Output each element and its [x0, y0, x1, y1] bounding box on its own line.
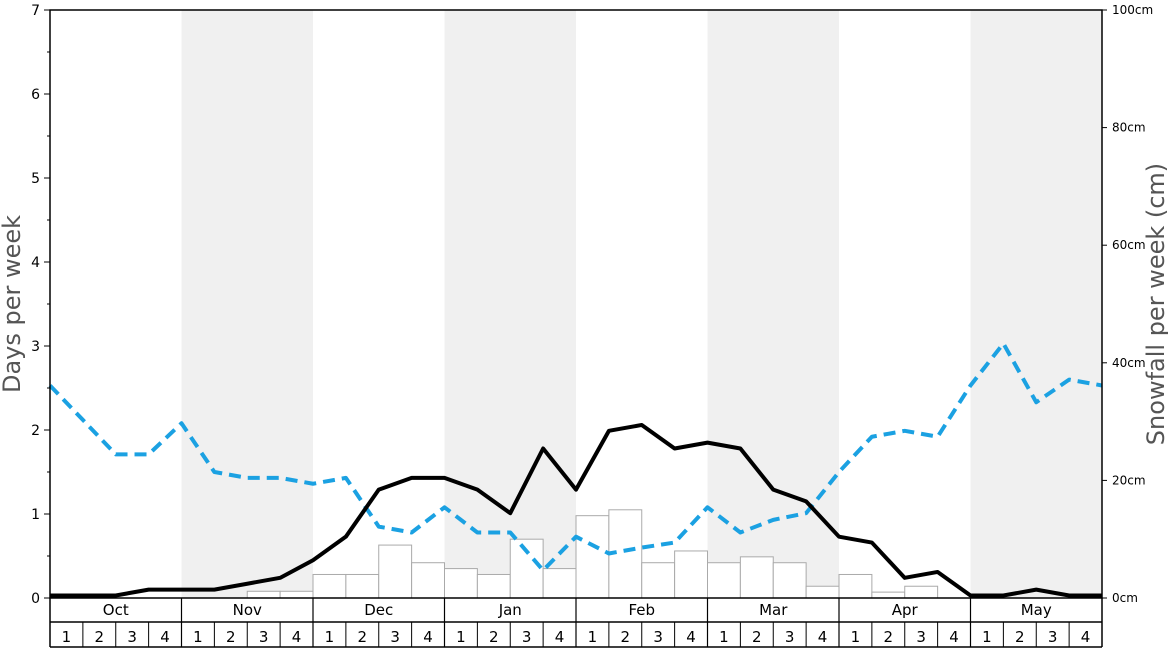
right-tick-label: 40cm: [1112, 356, 1146, 370]
week-label: 1: [719, 628, 729, 646]
week-label: 2: [884, 628, 894, 646]
snowfall-bar: [641, 562, 676, 599]
week-label: 1: [851, 628, 861, 646]
right-tick-label: 0cm: [1112, 591, 1138, 605]
right-axis: 0cm 20cm 40cm 60cm 80cm 100cm: [1102, 3, 1153, 605]
week-label: 4: [949, 628, 959, 646]
week-label: 4: [292, 628, 302, 646]
left-tick-label: 2: [31, 423, 40, 439]
snowfall-bar: [739, 556, 774, 599]
week-label: 2: [752, 628, 762, 646]
month-axis: Oct 1 2 3 4 Nov 1 2 3 4 Dec 1 2 3 4 Jan 1 2 3 4 Feb 1 2 3 4 Mar 1 2…: [49, 598, 1103, 648]
snowfall-bar: [904, 585, 939, 599]
month-shade-nov: [181, 10, 313, 598]
snowfall-bar: [674, 550, 708, 599]
solid-series-line: [50, 422, 1102, 598]
week-label: 3: [127, 628, 137, 646]
snowfall-bar: [345, 573, 380, 599]
snowfall-bar: [312, 573, 347, 599]
week-label: 3: [785, 628, 795, 646]
left-tick-label: 6: [31, 87, 40, 103]
snowfall-bar: [805, 585, 840, 599]
week-label: 2: [489, 628, 499, 646]
week-label: 3: [1048, 628, 1058, 646]
week-label: 2: [1015, 628, 1025, 646]
month-label: Dec: [364, 601, 393, 619]
left-axis: 0 1 2 3 4 5 6 7: [31, 3, 50, 607]
left-tick-label: 1: [31, 507, 40, 523]
week-label: 4: [1081, 628, 1091, 646]
snowfall-bar: [575, 515, 610, 599]
week-label: 4: [555, 628, 565, 646]
week-label: 4: [818, 628, 828, 646]
dashed-series-line: [48, 341, 1103, 573]
month-label: Mar: [759, 601, 788, 619]
snowfall-bars: [246, 509, 939, 599]
month-label: Nov: [233, 601, 262, 619]
snowfall-bar: [509, 538, 544, 599]
left-tick-label: 4: [31, 255, 40, 271]
left-tick-label: 7: [31, 3, 40, 19]
month-shade-may: [970, 10, 1102, 598]
snowfall-bar: [871, 591, 906, 599]
week-label: 3: [522, 628, 532, 646]
week-label: 1: [62, 628, 72, 646]
week-label: 4: [423, 628, 433, 646]
snowfall-bar: [838, 573, 873, 599]
month-shading: [181, 10, 1102, 598]
week-label: 2: [95, 628, 105, 646]
week-label: 2: [621, 628, 631, 646]
week-label: 1: [325, 628, 335, 646]
week-label: 2: [358, 628, 368, 646]
week-label: 3: [916, 628, 926, 646]
week-label: 1: [588, 628, 598, 646]
snowfall-bar: [444, 568, 478, 599]
month-label: Feb: [628, 601, 655, 619]
left-axis-label: Days per week: [0, 215, 26, 393]
right-tick-label: 20cm: [1112, 473, 1146, 487]
week-label: 3: [653, 628, 663, 646]
week-label: 1: [456, 628, 466, 646]
week-label: 2: [226, 628, 236, 646]
snowfall-bar: [542, 568, 577, 599]
month-shade-mar: [707, 10, 839, 598]
left-tick-label: 0: [31, 591, 40, 607]
snowfall-bar: [378, 544, 413, 599]
right-tick-label: 80cm: [1112, 121, 1146, 135]
right-axis-label: Snowfall per week (cm): [1142, 163, 1168, 445]
month-shade-jan: [444, 10, 576, 598]
month-label: Jan: [498, 601, 522, 619]
left-tick-label: 3: [31, 339, 40, 355]
week-label: 1: [982, 628, 992, 646]
snowfall-bar: [246, 590, 281, 599]
month-label: May: [1021, 601, 1052, 619]
right-tick-label: 60cm: [1112, 238, 1146, 252]
snowfall-bar: [411, 562, 445, 599]
week-label: 3: [390, 628, 400, 646]
left-tick-label: 5: [31, 171, 40, 187]
snowfall-bar: [707, 562, 741, 599]
week-label: 4: [160, 628, 170, 646]
snowfall-bar: [476, 573, 511, 599]
snowfall-bar: [772, 562, 807, 599]
week-label: 4: [686, 628, 696, 646]
right-tick-label: 100cm: [1112, 3, 1153, 17]
week-label: 1: [193, 628, 203, 646]
month-label: Oct: [103, 601, 129, 619]
month-label: Apr: [892, 601, 919, 619]
snowfall-bar: [279, 590, 314, 599]
week-label: 3: [259, 628, 269, 646]
